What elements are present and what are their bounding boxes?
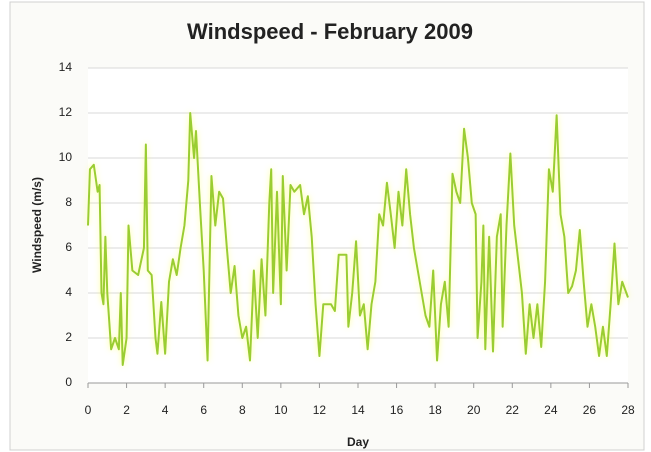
x-tick-label: 4 bbox=[162, 403, 169, 417]
x-tick-label: 24 bbox=[544, 403, 558, 417]
x-tick-label: 18 bbox=[428, 403, 442, 417]
x-tick-label: 28 bbox=[621, 403, 635, 417]
y-tick-label: 4 bbox=[65, 285, 72, 299]
x-tick-label: 6 bbox=[200, 403, 207, 417]
line-series bbox=[87, 112, 629, 366]
x-tick-label: 12 bbox=[313, 403, 327, 417]
x-tick-label: 14 bbox=[351, 403, 365, 417]
y-tick-label: 12 bbox=[59, 105, 73, 119]
x-tick-label: 22 bbox=[506, 403, 520, 417]
y-tick-label: 14 bbox=[59, 60, 73, 74]
x-tick-label: 2 bbox=[123, 403, 130, 417]
x-tick-label: 0 bbox=[85, 403, 92, 417]
x-axis-label: Day bbox=[347, 435, 369, 449]
y-axis-label: Windspeed (m/s) bbox=[30, 177, 44, 273]
y-tick-label: 10 bbox=[59, 150, 73, 164]
plot-area bbox=[88, 68, 628, 383]
x-tick-label: 26 bbox=[583, 403, 597, 417]
y-tick-label: 6 bbox=[65, 240, 72, 254]
x-tick-label: 20 bbox=[467, 403, 481, 417]
x-tick-label: 10 bbox=[274, 403, 288, 417]
chart-title: Windspeed - February 2009 bbox=[187, 19, 473, 44]
x-tick-label: 16 bbox=[390, 403, 404, 417]
y-tick-label: 0 bbox=[65, 375, 72, 389]
y-tick-label: 2 bbox=[65, 330, 72, 344]
y-tick-label: 8 bbox=[65, 195, 72, 209]
x-tick-label: 8 bbox=[239, 403, 246, 417]
